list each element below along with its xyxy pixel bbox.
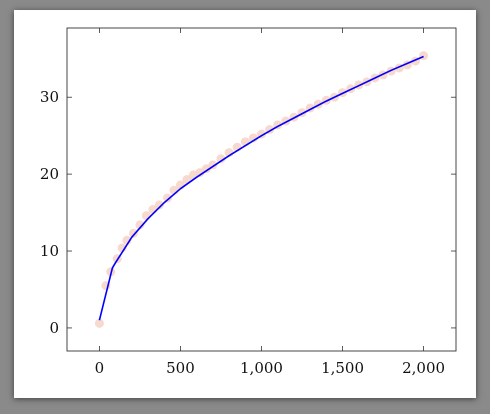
scatter-point — [154, 200, 164, 210]
x-tick-label: 500 — [166, 359, 195, 377]
y-tick-label: 30 — [40, 88, 59, 106]
plot-frame — [66, 27, 457, 352]
scatter-point — [216, 154, 226, 164]
scatter-point — [195, 168, 205, 178]
scatter-point — [201, 164, 211, 174]
y-tick-label: 20 — [40, 165, 59, 183]
y-axis-ticks: 0 10 20 30 — [40, 88, 456, 337]
scatter-series — [94, 51, 429, 328]
y-tick-label: 10 — [40, 242, 59, 260]
scatter-point — [419, 51, 429, 61]
line-series — [98, 55, 424, 321]
x-tick-label: 2,000 — [402, 359, 445, 377]
line-chart: 0 500 1,000 1,500 2,000 0 10 20 30 — [40, 27, 457, 377]
scatter-point — [135, 220, 145, 230]
scatter-point — [94, 318, 104, 328]
x-tick-label: 0 — [95, 359, 105, 377]
figure-sheet: 0 500 1,000 1,500 2,000 0 10 20 30 — [14, 10, 476, 398]
x-tick-label: 1,500 — [321, 359, 364, 377]
y-tick-label: 0 — [49, 319, 59, 337]
x-axis-ticks: 0 500 1,000 1,500 2,000 — [95, 28, 445, 377]
scatter-point — [162, 193, 172, 203]
scatter-point — [128, 228, 138, 238]
x-tick-label: 1,000 — [240, 359, 283, 377]
series-line — [98, 55, 424, 321]
